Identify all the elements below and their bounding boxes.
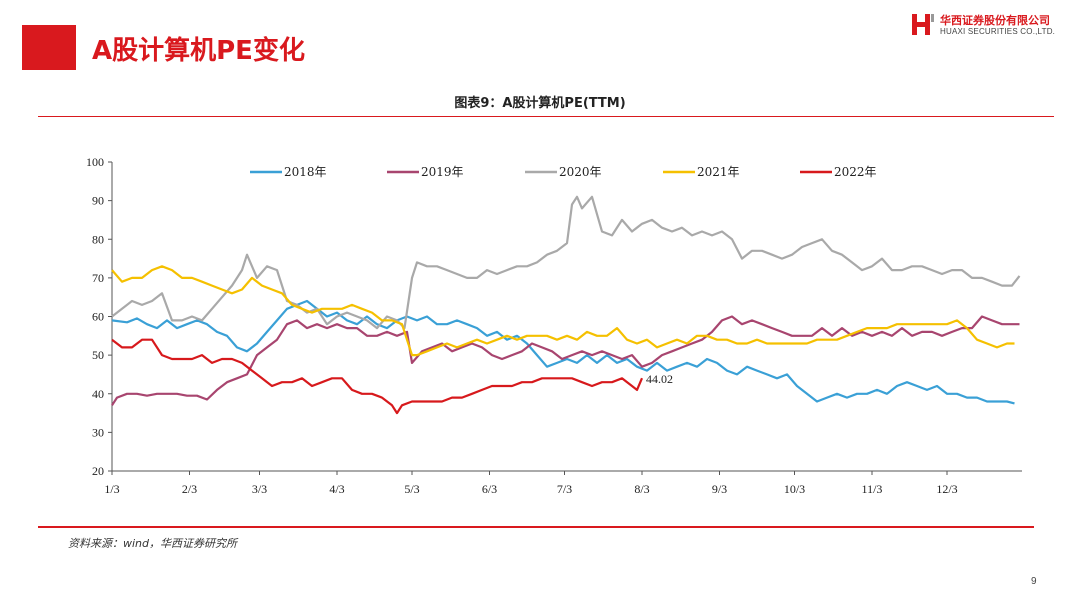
chart-axes (111, 162, 1022, 472)
y-tick-label: 80 (92, 232, 104, 246)
x-tick-label: 5/3 (404, 482, 419, 496)
y-tick-label: 30 (92, 425, 104, 439)
x-tick-label: 6/3 (482, 482, 497, 496)
y-tick-label: 100 (86, 155, 104, 169)
company-logo: 华西证券股份有限公司 HUAXI SECURITIES CO.,LTD. (910, 9, 1075, 39)
logo-name-cn: 华西证券股份有限公司 (940, 14, 1050, 27)
y-tick-label: 90 (92, 194, 104, 208)
data-label: 44.02 (646, 372, 673, 386)
y-tick-label: 50 (92, 348, 104, 362)
x-tick-label: 10/3 (784, 482, 805, 496)
x-tick-label: 8/3 (634, 482, 649, 496)
chart-legend: 2018年 2019年 2020年 2021年 2022年 (250, 165, 877, 179)
chart-annotations: 44.02 (646, 372, 673, 386)
y-tick-label: 40 (92, 387, 104, 401)
y-tick-label: 20 (92, 464, 104, 478)
x-tick-label: 4/3 (329, 482, 344, 496)
x-tick-label: 7/3 (557, 482, 572, 496)
series-line-2022年 (111, 338, 644, 415)
source-note: 资料来源：wind，华西证券研究所 (68, 537, 238, 550)
y-axis-ticks: 20 30 40 50 60 70 80 90 100 (86, 155, 112, 478)
series-line-2021年 (111, 265, 1015, 357)
x-tick-label: 12/3 (936, 482, 957, 496)
page-number: 9 (1031, 576, 1037, 587)
series-line-2020年 (111, 195, 1021, 330)
series-line-2019年 (111, 315, 1020, 406)
legend-label: 2020年 (559, 165, 602, 179)
series-lines (111, 195, 1021, 415)
x-tick-label: 3/3 (252, 482, 267, 496)
legend-label: 2021年 (697, 165, 740, 179)
chart-title: 图表9：A股计算机PE(TTM) (454, 96, 626, 111)
title-accent-block (22, 25, 76, 70)
legend-label: 2022年 (834, 165, 877, 179)
x-tick-label: 1/3 (104, 482, 119, 496)
y-tick-label: 70 (92, 271, 104, 285)
legend-label: 2018年 (284, 165, 327, 179)
series-line-2018年 (111, 299, 1015, 405)
x-tick-label: 11/3 (862, 482, 883, 496)
divider-bottom (38, 526, 1034, 528)
x-axis-ticks: 1/3 2/3 3/3 4/3 5/3 6/3 7/3 8/3 9/3 10/3 11/3 12/3 (104, 471, 958, 496)
page-title: A股计算机PE变化 (92, 36, 305, 66)
x-tick-label: 9/3 (712, 482, 727, 496)
huaxi-logo-icon (912, 14, 934, 35)
y-tick-label: 60 (92, 310, 104, 324)
legend-label: 2019年 (421, 165, 464, 179)
divider-top (38, 116, 1054, 117)
logo-name-en: HUAXI SECURITIES CO.,LTD. (940, 27, 1056, 36)
x-tick-label: 2/3 (182, 482, 197, 496)
